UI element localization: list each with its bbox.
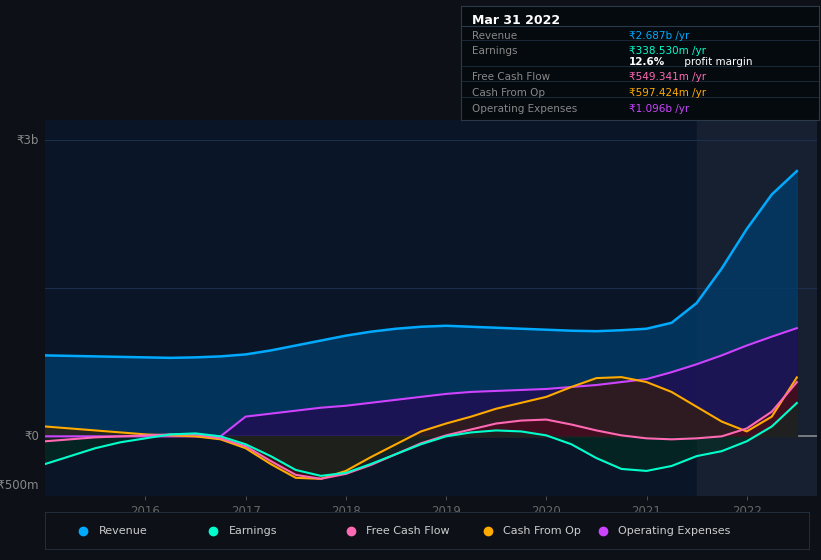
Text: Free Cash Flow: Free Cash Flow bbox=[472, 72, 550, 82]
Text: Mar 31 2022: Mar 31 2022 bbox=[472, 13, 560, 27]
Bar bbox=[697, 120, 817, 496]
Text: profit margin: profit margin bbox=[681, 57, 753, 67]
Text: Revenue: Revenue bbox=[99, 526, 147, 535]
Text: Earnings: Earnings bbox=[228, 526, 277, 535]
Text: ₹2.687b /yr: ₹2.687b /yr bbox=[629, 31, 690, 41]
Text: Operating Expenses: Operating Expenses bbox=[472, 104, 577, 114]
Text: Revenue: Revenue bbox=[472, 31, 517, 41]
Text: ₹3b: ₹3b bbox=[16, 134, 39, 147]
Text: Cash From Op: Cash From Op bbox=[503, 526, 581, 535]
Text: ₹0: ₹0 bbox=[24, 430, 39, 443]
Text: Free Cash Flow: Free Cash Flow bbox=[366, 526, 449, 535]
Text: ₹549.341m /yr: ₹549.341m /yr bbox=[629, 72, 706, 82]
Text: Earnings: Earnings bbox=[472, 46, 517, 56]
Text: -₹500m: -₹500m bbox=[0, 479, 39, 492]
Text: Operating Expenses: Operating Expenses bbox=[618, 526, 730, 535]
Text: ₹597.424m /yr: ₹597.424m /yr bbox=[629, 88, 706, 98]
Text: ₹338.530m /yr: ₹338.530m /yr bbox=[629, 46, 706, 56]
Text: 12.6%: 12.6% bbox=[629, 57, 666, 67]
Text: ₹1.096b /yr: ₹1.096b /yr bbox=[629, 104, 690, 114]
Text: Cash From Op: Cash From Op bbox=[472, 88, 545, 98]
